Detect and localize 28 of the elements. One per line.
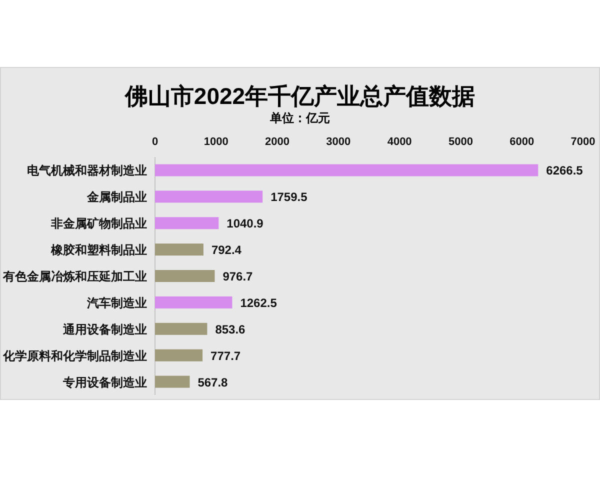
x-tick-label: 4000 [387,136,412,148]
category-label: 通用设备制造业 [63,322,147,336]
data-label: 777.7 [210,348,241,363]
data-label: 1262.5 [240,296,277,310]
data-label: 1759.5 [270,190,308,204]
data-label: 853.6 [215,322,246,336]
category-label: 化学原料和化学制品制造业 [3,348,147,363]
data-label: 6266.5 [546,164,583,178]
category-label: 橡胶和塑料制品业 [51,243,147,258]
category-label: 金属制品业 [87,190,147,204]
data-label: 567.8 [198,375,228,390]
category-label: 有色金属冶炼和压延加工业 [3,270,147,284]
data-label: 792.4 [211,243,242,258]
subtitle: 单位：亿元 [270,111,330,125]
category-label: 电气机械和器材制造业 [27,164,147,178]
x-tick-label: 0 [152,136,158,148]
title: 佛山市2022年千亿产业总产值数据 [124,83,476,109]
data-label: 1040.9 [226,216,264,231]
x-tick-label: 1000 [204,136,228,148]
x-tick-label: 6000 [510,136,534,148]
x-tick-label: 7000 [570,136,596,148]
data-label: 976.7 [222,270,253,284]
x-tick-label: 5000 [448,136,473,148]
x-tick-label: 3000 [326,136,351,148]
category-label: 专用设备制造业 [63,375,147,390]
x-tick-label: 2000 [265,136,290,148]
category-label: 非金属矿物制品业 [51,216,147,231]
category-label: 汽车制造业 [87,296,147,310]
